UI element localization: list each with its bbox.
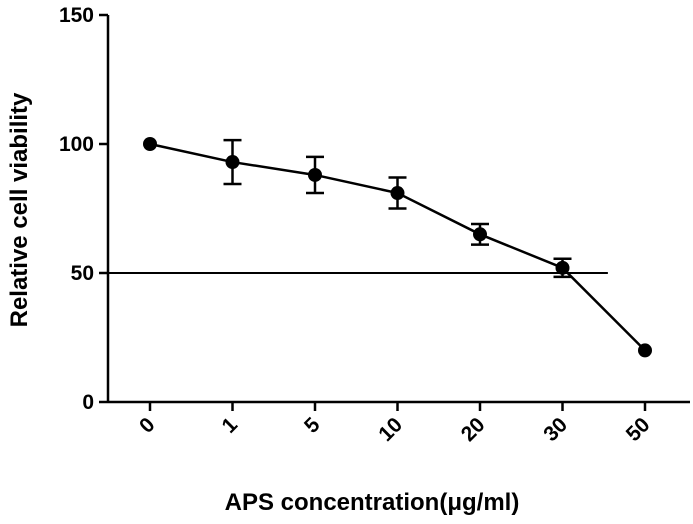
data-point-50 (638, 343, 652, 358)
data-point-0 (143, 137, 157, 151)
y-tick-label-50: 50 (71, 262, 94, 285)
y-tick-label-0: 0 (82, 391, 94, 414)
data-point-1 (225, 155, 240, 170)
x-tick-label-50: 50 (622, 413, 655, 446)
x-tick-label-5: 5 (300, 413, 325, 438)
data-point-10 (390, 186, 405, 201)
y-tick-label-100: 100 (59, 133, 94, 156)
x-tick-label-0: 0 (135, 413, 160, 438)
series (143, 137, 652, 358)
y-axis-title: Relative cell viability (6, 92, 33, 327)
axes (99, 13, 690, 411)
x-tick-label-30: 30 (539, 413, 572, 446)
x-tick-label-20: 20 (457, 413, 490, 446)
x-tick-label-10: 10 (374, 413, 407, 446)
x-axis-title: APS concentration(μg/ml) (225, 489, 520, 516)
x-tick-label-1: 1 (218, 413, 243, 438)
y-tick-label-150: 150 (59, 4, 94, 27)
data-point-30 (555, 260, 570, 275)
series-line-0 (149, 142, 646, 352)
tick-labels: 0 50 100 150 0 1 5 10 20 30 50 (59, 4, 655, 446)
data-point-20 (473, 227, 487, 242)
data-point-5 (308, 167, 322, 182)
